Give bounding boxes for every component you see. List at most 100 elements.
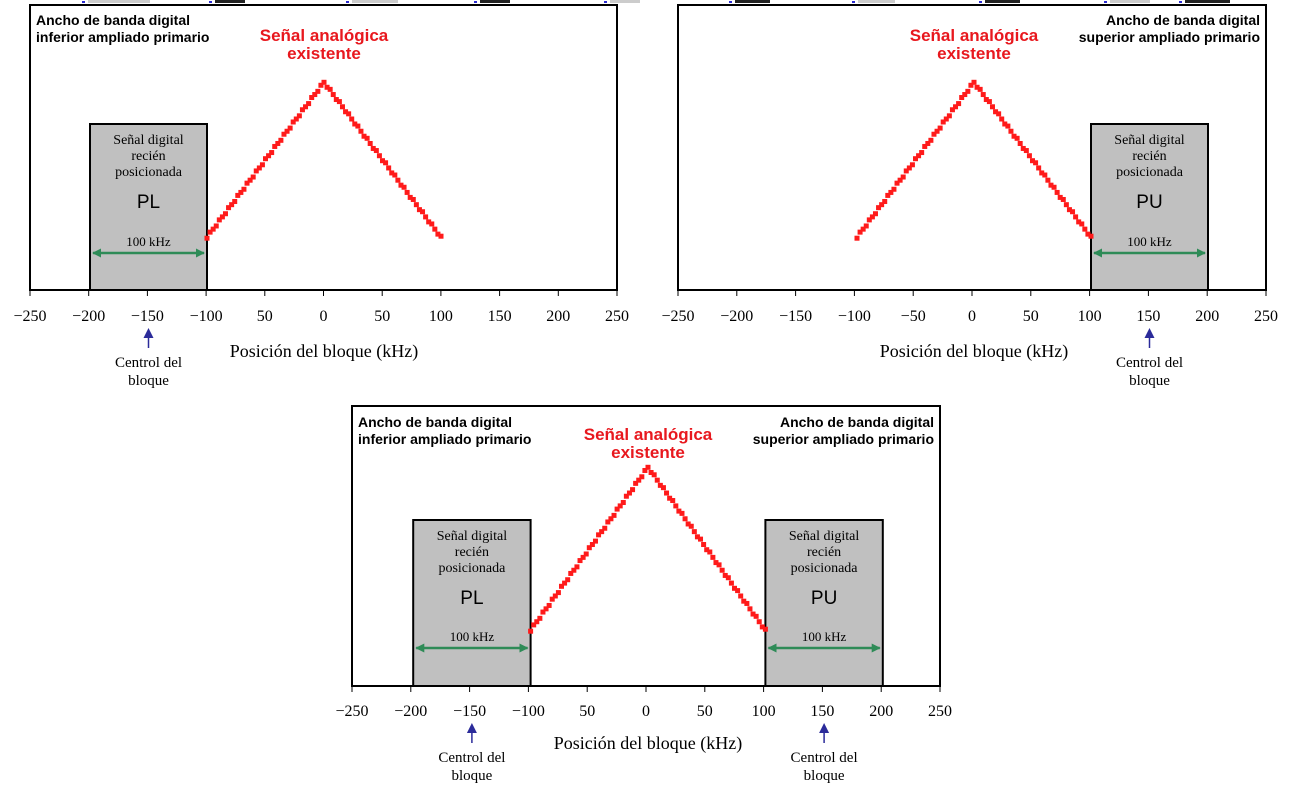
- analog-sample: [269, 150, 275, 156]
- analog-sample: [891, 186, 897, 192]
- analog-sample: [1030, 158, 1035, 164]
- analog-sample: [349, 116, 355, 122]
- analog-sample: [210, 226, 216, 232]
- analog-sample: [1079, 221, 1085, 227]
- analog-sample: [401, 184, 407, 190]
- analog-sample: [275, 140, 281, 146]
- analog-sample: [219, 214, 225, 220]
- analog-signal-title: existente: [287, 44, 361, 63]
- analog-sample: [639, 474, 645, 480]
- analog-sample: [664, 490, 670, 496]
- lower-band-title: Ancho de banda digital: [36, 12, 190, 28]
- analog-sample: [432, 226, 438, 232]
- analog-sample: [959, 95, 965, 101]
- analog-sample: [293, 116, 299, 122]
- analog-sample: [953, 104, 959, 110]
- analog-sample: [266, 153, 272, 159]
- analog-sample: [284, 128, 290, 134]
- block-center-arrowhead: [819, 723, 830, 733]
- analog-sample: [922, 143, 928, 149]
- analog-sample: [589, 542, 595, 548]
- sideband-description: Señal digital: [789, 529, 859, 544]
- analog-sample: [999, 116, 1005, 122]
- analog-sample: [667, 495, 673, 501]
- analog-sample: [869, 214, 875, 220]
- analog-sample: [642, 467, 648, 473]
- analog-sample: [654, 477, 660, 483]
- sideband-description: recién: [1132, 149, 1166, 164]
- upper-band-title: superior ampliado primario: [1079, 29, 1260, 45]
- analog-sample: [528, 628, 534, 634]
- tick-label: −100: [190, 308, 223, 325]
- analog-sample: [1051, 184, 1057, 190]
- analog-sample: [296, 113, 302, 119]
- sideband-box: [89, 123, 208, 291]
- analog-sample: [1042, 172, 1048, 178]
- analog-sample: [555, 590, 561, 596]
- analog-sample: [315, 88, 321, 94]
- analog-sample: [741, 598, 747, 604]
- analog-sample: [943, 116, 949, 122]
- analog-sample: [241, 186, 247, 192]
- analog-sample: [281, 131, 287, 137]
- tick-label: −250: [661, 308, 694, 325]
- block-center-arrowhead: [466, 723, 477, 733]
- analog-sample: [380, 158, 385, 164]
- analog-sample: [290, 119, 296, 125]
- analog-sample: [327, 86, 333, 92]
- x-axis-label: Posición del bloque (kHz): [880, 341, 1068, 362]
- analog-sample: [426, 219, 432, 225]
- block-center-marker: Centrol del bloque: [115, 328, 182, 389]
- analog-sample: [909, 162, 915, 168]
- analog-sample: [685, 521, 691, 527]
- analog-sample: [1005, 123, 1011, 129]
- analog-sample: [562, 580, 568, 586]
- analog-sample: [1036, 165, 1042, 171]
- tick-label: −250: [335, 703, 368, 720]
- analog-sample: [235, 192, 241, 198]
- analog-sample: [980, 92, 986, 98]
- analog-sample: [645, 464, 651, 470]
- analog-sample: [1070, 209, 1076, 215]
- analog-sample: [330, 92, 336, 98]
- analog-sample: [882, 198, 888, 204]
- analog-sample: [1008, 128, 1014, 134]
- tick-label: 50: [1023, 308, 1039, 325]
- analog-sample: [611, 512, 617, 518]
- analog-sample: [657, 482, 663, 488]
- analog-sample: [660, 485, 666, 491]
- upper-band-title: superior ampliado primario: [753, 431, 934, 447]
- analog-sample: [259, 162, 265, 168]
- analog-sample: [592, 538, 598, 544]
- analog-sample: [404, 189, 410, 195]
- sideband-box: [1090, 123, 1209, 291]
- upper-band-title: Ancho de banda digital: [780, 414, 934, 430]
- sideband-label: PU: [811, 588, 837, 609]
- analog-sample: [913, 156, 918, 162]
- chart-top-left: −250 −200 −150 −100 50 0 50 100 150 200 250 Posició…: [13, 4, 629, 389]
- analog-sample: [263, 156, 268, 162]
- tick-label: 200: [1195, 308, 1219, 325]
- analog-sample: [580, 554, 586, 560]
- analog-sample: [738, 593, 744, 599]
- analog-sample: [602, 525, 608, 531]
- analog-sample: [577, 558, 583, 564]
- tick-label: −150: [453, 703, 486, 720]
- analog-sample: [965, 88, 971, 94]
- sideband-description: recién: [807, 545, 841, 560]
- analog-sample: [1060, 196, 1066, 202]
- analog-sample: [719, 567, 725, 573]
- block-center-label: Centrol del: [115, 355, 182, 371]
- analog-sample: [423, 214, 429, 220]
- analog-sample: [204, 235, 210, 241]
- bandwidth-label: 100 kHz: [126, 234, 171, 249]
- analog-sample: [900, 174, 906, 180]
- analog-sample: [977, 86, 983, 92]
- analog-sample: [946, 113, 952, 119]
- analog-sample: [247, 177, 253, 183]
- tick-label: 250: [928, 703, 952, 720]
- tick-label: 150: [810, 703, 834, 720]
